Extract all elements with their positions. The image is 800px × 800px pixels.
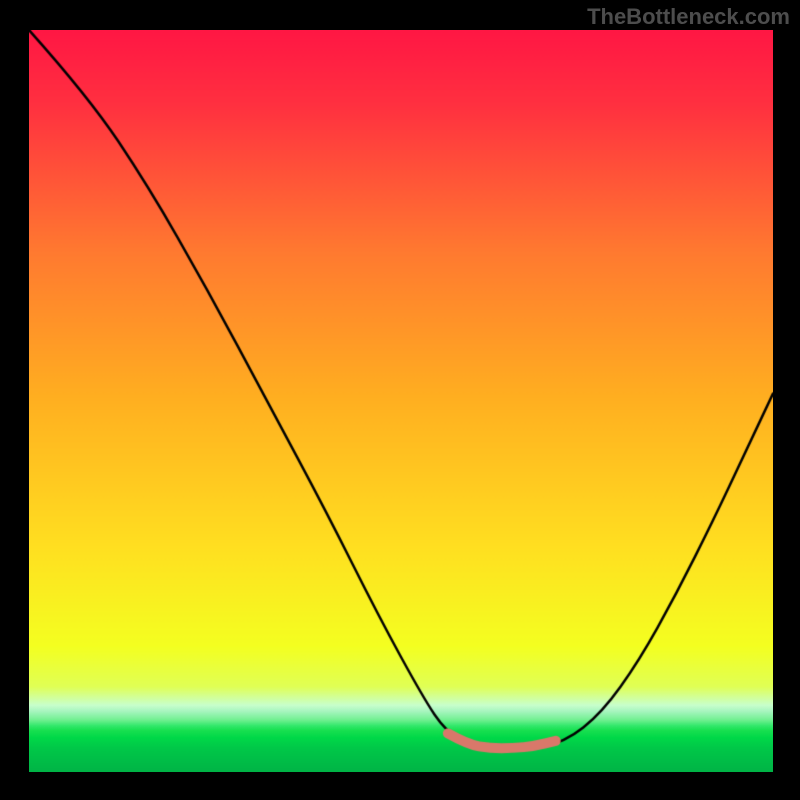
chart-overlay-canvas (29, 30, 773, 772)
chart-container: TheBottleneck.com (0, 0, 800, 800)
watermark-text: TheBottleneck.com (587, 4, 790, 30)
plot-area (29, 30, 773, 772)
